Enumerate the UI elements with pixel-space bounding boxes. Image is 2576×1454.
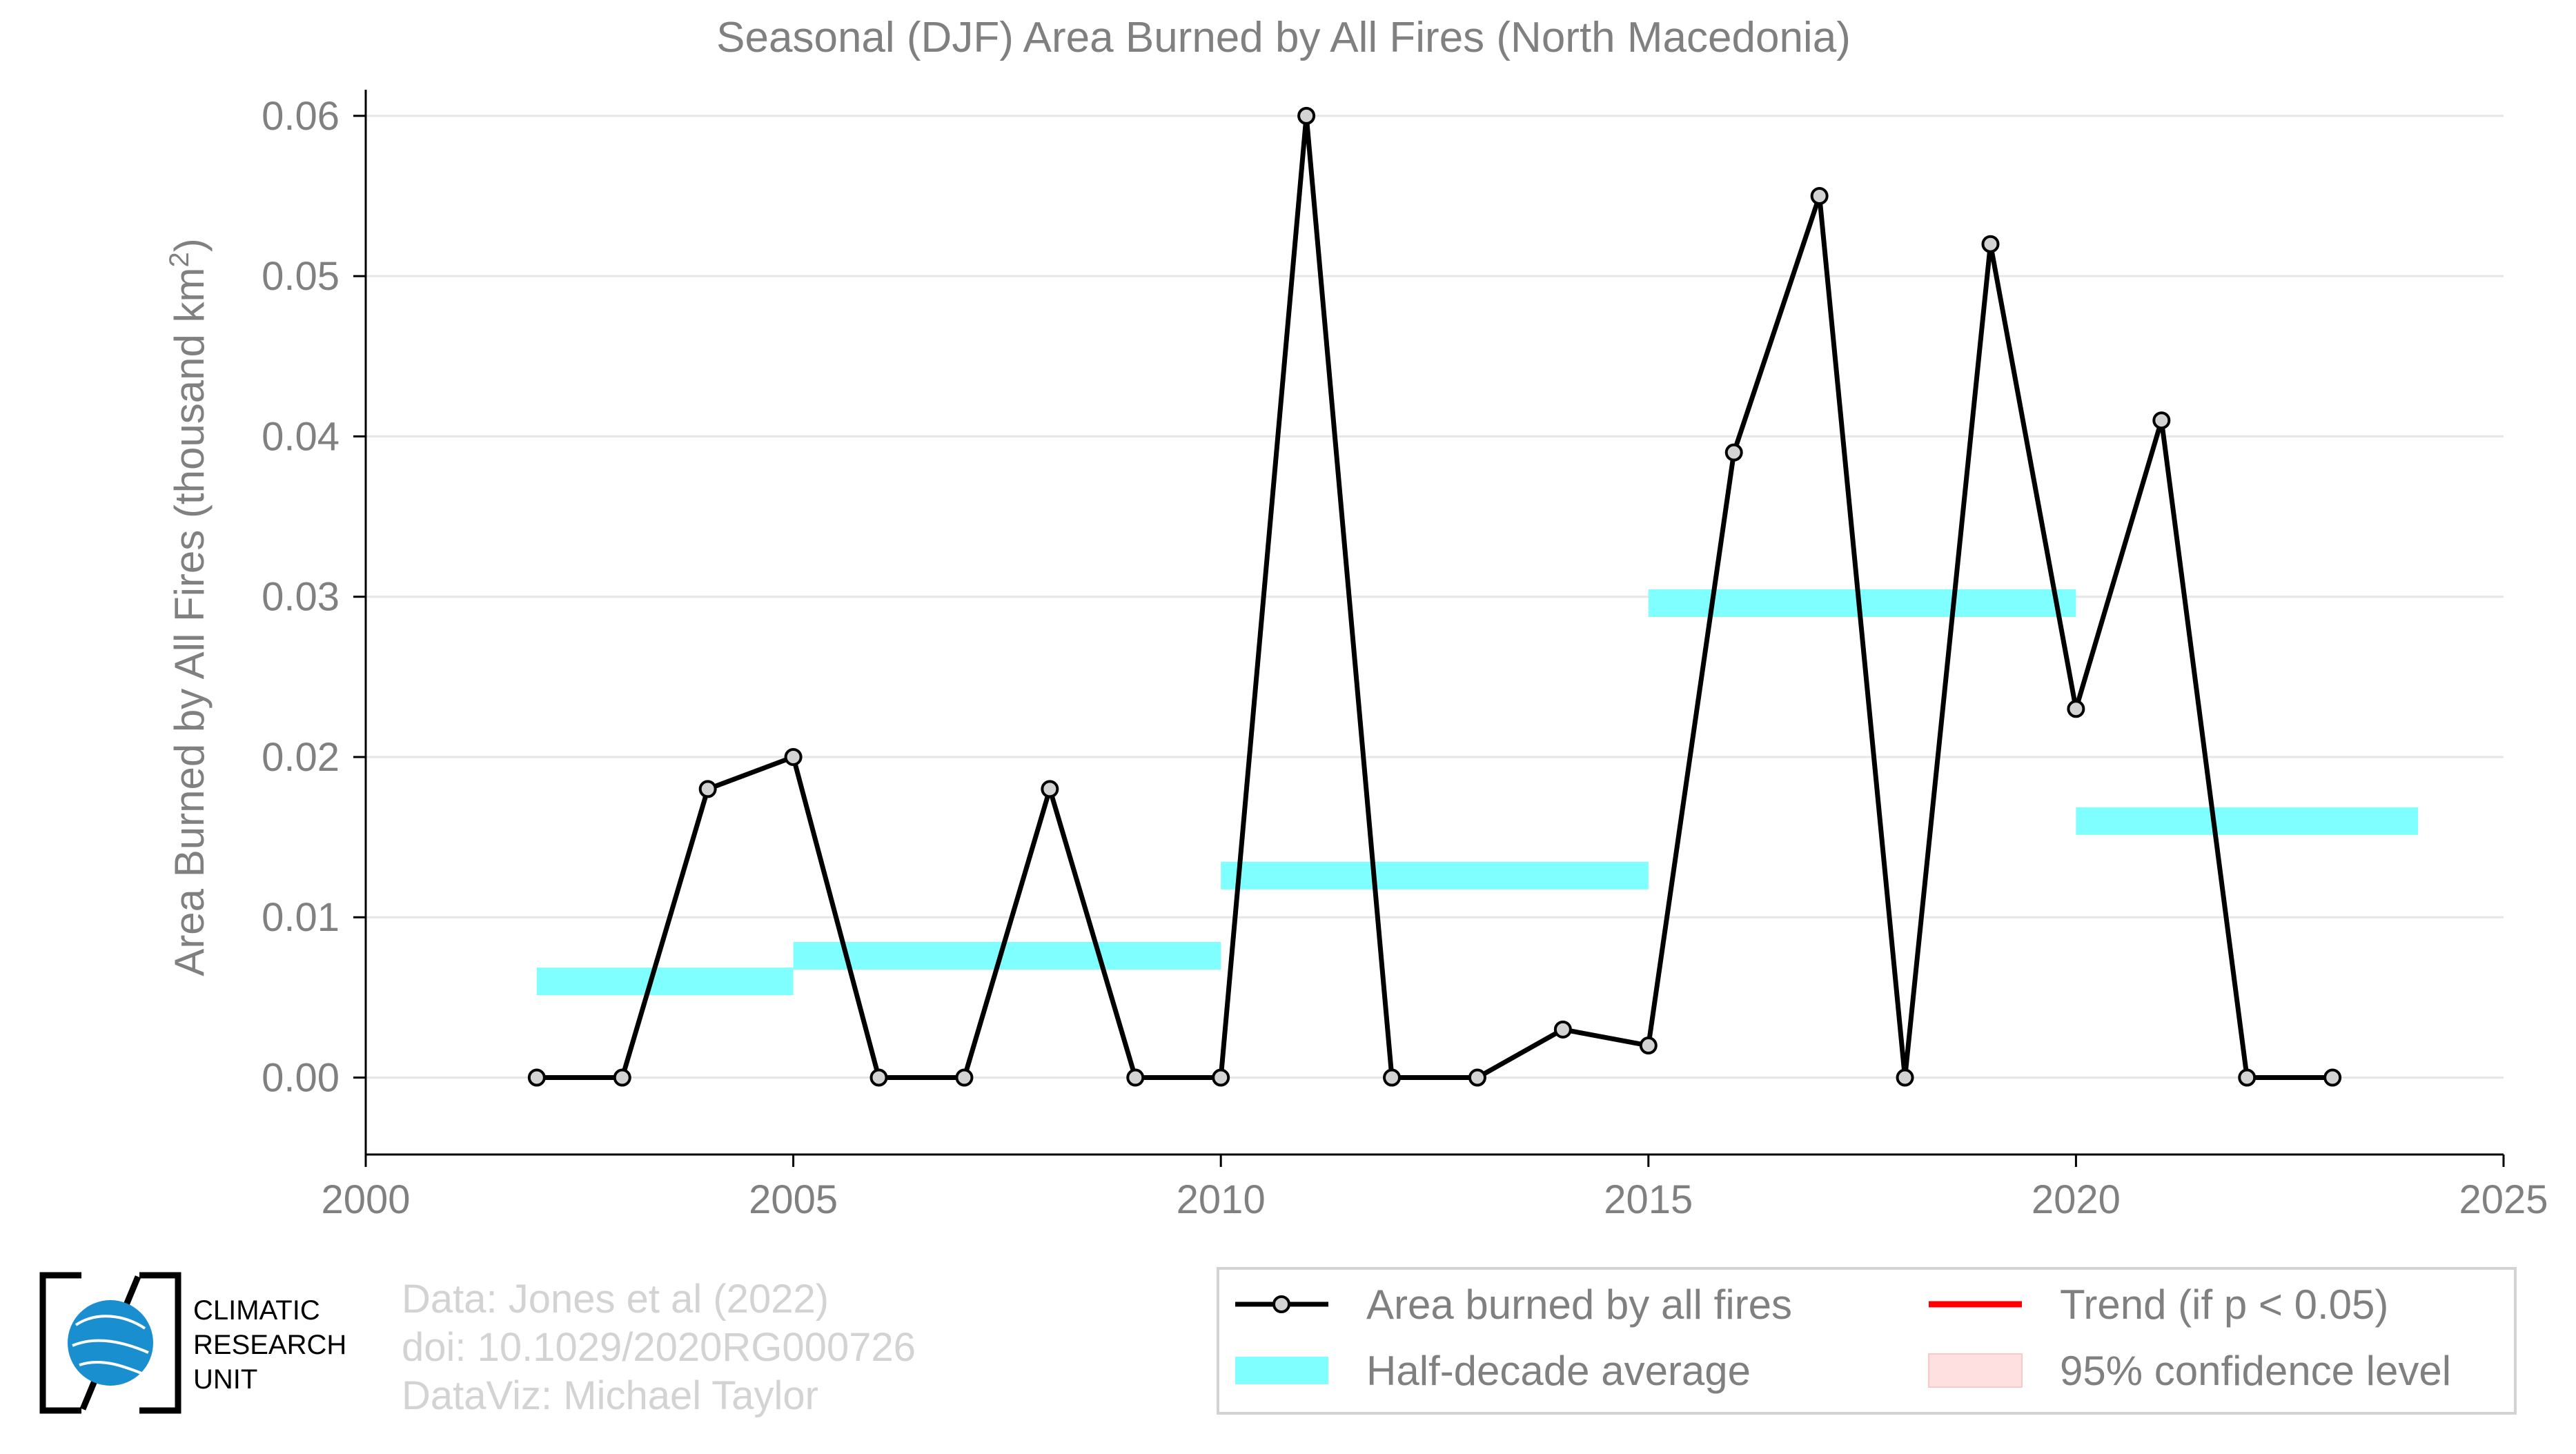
- legend-label-area-burned: Area burned by all fires: [1366, 1281, 1792, 1328]
- x-tick-label: 2020: [2032, 1177, 2121, 1222]
- y-axis-label: Area Burned by All Fires (thousand km2): [164, 238, 213, 976]
- legend-swatch-half-decade: [1235, 1357, 1328, 1384]
- data-point: [869, 1068, 888, 1087]
- series-area-burned: [527, 106, 2342, 1087]
- data-point: [1553, 1020, 1572, 1039]
- legend-label-confidence: 95% confidence level: [2060, 1348, 2451, 1394]
- y-axis-label-close: ): [166, 238, 213, 252]
- data-point: [2238, 1068, 2257, 1087]
- y-tick-label: 0.06: [262, 94, 340, 139]
- data-point: [2152, 411, 2171, 430]
- half-decade-average-bars: [536, 589, 2419, 996]
- data-point: [2067, 700, 2085, 718]
- chart-title: Seasonal (DJF) Area Burned by All Fires …: [716, 14, 1851, 61]
- legend-swatch-confidence: [1928, 1353, 2023, 1388]
- half-decade-average-bar: [2076, 807, 2419, 835]
- credit-dataviz: DataViz: Michael Taylor: [402, 1373, 818, 1418]
- y-tick-label: 0.03: [262, 575, 340, 620]
- y-tick-label: 0.01: [262, 895, 340, 940]
- legend-marker-area-burned: [1272, 1295, 1290, 1313]
- x-tick-label: 2010: [1177, 1177, 1266, 1222]
- x-tick-label: 2000: [321, 1177, 410, 1222]
- data-point: [784, 747, 803, 766]
- y-tick-label: 0.02: [262, 735, 340, 780]
- data-point: [1212, 1068, 1230, 1087]
- x-tick-label: 2005: [749, 1177, 838, 1222]
- cru-logo: CLIMATIC RESEARCH UNIT: [39, 1272, 346, 1414]
- logo-text-climatic: CLIMATIC: [193, 1295, 320, 1326]
- data-point: [1126, 1068, 1145, 1087]
- credit-doi: doi: 10.1029/2020RG000726: [402, 1325, 916, 1370]
- logo-bracket-right: [139, 1272, 181, 1414]
- data-point: [613, 1068, 631, 1087]
- data-point: [955, 1068, 974, 1087]
- data-point: [2323, 1068, 2342, 1087]
- logo-text-unit: UNIT: [193, 1364, 257, 1395]
- x-tick-label: 2025: [2459, 1177, 2548, 1222]
- gridlines: [366, 115, 2504, 1079]
- logo-bracket-left: [39, 1272, 81, 1414]
- x-tick-label: 2015: [1604, 1177, 1693, 1222]
- data-point: [1468, 1068, 1486, 1087]
- data-point: [1297, 106, 1316, 125]
- logo-text-research: RESEARCH: [193, 1330, 346, 1360]
- legend: Area burned by all fires Trend (if p < 0…: [1217, 1267, 2517, 1415]
- data-point: [1383, 1068, 1402, 1087]
- y-axis-label-superscript: 2: [164, 252, 195, 267]
- data-point: [1896, 1068, 1914, 1087]
- legend-label-trend: Trend (if p < 0.05): [2060, 1281, 2388, 1328]
- data-point: [1810, 187, 1829, 206]
- half-decade-average-bar: [536, 967, 794, 996]
- data-credits: Data: Jones et al (2022) doi: 10.1029/20…: [402, 1277, 916, 1418]
- data-point: [1041, 780, 1059, 798]
- data-point: [1981, 235, 2000, 253]
- legend-label-half-decade: Half-decade average: [1366, 1348, 1751, 1394]
- data-point: [698, 780, 717, 798]
- credit-data-source: Data: Jones et al (2022): [402, 1277, 829, 1322]
- data-point: [1639, 1037, 1658, 1055]
- y-tick-label: 0.00: [262, 1056, 340, 1101]
- axes: 0.00 0.01 0.02 0.03 0.04 0.05 0.06 2000 2005 2010…: [262, 90, 2548, 1222]
- y-axis-label-main: Area Burned by All Fires (thousand km: [166, 268, 213, 976]
- y-tick-label: 0.04: [262, 414, 340, 459]
- series-line-area-burned: [536, 113, 2333, 1081]
- half-decade-average-bar: [1221, 861, 1649, 890]
- half-decade-average-bar: [793, 941, 1221, 970]
- legend-box: [1217, 1267, 2517, 1415]
- data-point: [1724, 443, 1743, 462]
- y-tick-label: 0.05: [262, 254, 340, 299]
- data-point: [527, 1068, 546, 1087]
- globe-swirl-icon: [72, 1315, 149, 1375]
